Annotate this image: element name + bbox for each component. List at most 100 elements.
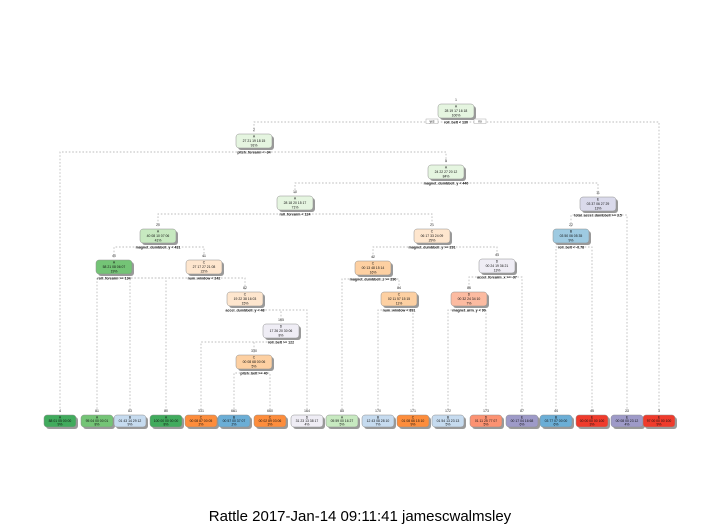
node-box: [139, 228, 177, 244]
node-class-label: A: [445, 166, 448, 170]
tree-branch-line: [469, 309, 487, 412]
node-class-label: B: [233, 416, 236, 420]
tree-branch-line: [233, 372, 254, 412]
node-class-label: C: [412, 416, 415, 420]
tree-leaf: 171 C01 08 66 15 109%: [396, 409, 431, 429]
node-class-label: A: [253, 135, 256, 139]
node-box: [437, 103, 475, 119]
tree-branch-line: [555, 246, 571, 412]
node-number: 171: [410, 409, 416, 413]
tree-branch-line: [598, 214, 628, 412]
node-class-probabilities: 00 08 68 00 06: [243, 360, 266, 364]
node-percent: 6%: [520, 423, 525, 427]
node-percent: 29%: [429, 239, 436, 243]
node-box: [539, 414, 573, 428]
node-percent: 19%: [111, 270, 118, 274]
tree-branch-line: [254, 372, 271, 412]
node-class-label: C: [200, 416, 203, 420]
node-percent: 7%: [467, 302, 472, 306]
tree-node: 330 C00 08 68 00 065% pitch_belt >= 40: [235, 349, 274, 376]
node-number: 4: [59, 409, 61, 413]
node-number: 173: [483, 409, 489, 413]
node-box: [276, 195, 314, 211]
node-class-probabilities: 00 24 19 36 21: [486, 264, 509, 268]
node-class-probabilities: 01 11 25 77 07: [475, 419, 497, 423]
node-box: [469, 414, 503, 428]
node-box: [95, 259, 133, 275]
node-number: 170: [375, 409, 381, 413]
tree-branch-line: [399, 309, 414, 412]
tree-branch-line: [129, 277, 204, 412]
node-class-label: B: [570, 230, 573, 234]
node-split-rule: pitch_forearm < -34: [237, 151, 270, 155]
tree-branch-line: [570, 214, 598, 227]
tree-branch-line: [113, 246, 158, 258]
tree-branch-line: [204, 277, 246, 290]
tree-connectors: [59, 121, 660, 412]
node-number: 84: [397, 286, 401, 290]
node-number: 45: [590, 409, 594, 413]
node-class-probabilities: 31 23 13 38 17: [296, 419, 319, 423]
node-box: [185, 259, 223, 275]
node-percent: 7%: [376, 423, 381, 427]
node-number: 22: [569, 223, 573, 227]
node-split-rule: accel_forearm_x >= -97: [477, 276, 517, 280]
node-number: 172: [445, 409, 451, 413]
node-class-probabilities: 00 08 87 00 05: [190, 419, 213, 423]
node-class-label: D: [496, 260, 499, 264]
node-number: 661: [231, 409, 237, 413]
tree-branch-line: [114, 277, 167, 412]
no-tag-box: [473, 118, 487, 124]
node-class-label: B: [555, 416, 558, 420]
node-percent: 13%: [494, 269, 501, 273]
node-class-label: A: [113, 261, 116, 265]
node-percent: 8%: [164, 423, 169, 427]
node-box: [427, 164, 465, 180]
node-class-probabilities: 40 08 10 07 06: [147, 234, 170, 238]
node-number: 10: [293, 190, 297, 194]
node-class-label: D: [280, 325, 283, 329]
node-class-probabilities: 01 54 13 23 13: [437, 419, 460, 423]
tree-leaf: 170 B12 43 08 28 107%: [361, 409, 396, 429]
node-number: 40: [112, 254, 116, 258]
node-class-probabilities: 88 01 05 00 00: [49, 419, 72, 423]
node-box: [262, 323, 300, 339]
node-percent: 11%: [396, 302, 403, 306]
node-percent: 41%: [155, 239, 162, 243]
tree-branch-line: [341, 278, 373, 412]
node-box: [235, 133, 273, 149]
node-class-probabilities: 28 18 20 15 17: [284, 201, 307, 205]
tree-branch-line: [59, 151, 254, 412]
node-box: [478, 258, 516, 274]
node-class-label: A: [96, 416, 99, 420]
node-number: 82: [243, 286, 247, 290]
node-class-probabilities: 06 17 33 24 09: [421, 234, 444, 238]
node-split-rule: num_window < 891: [383, 309, 416, 313]
node-percent: 15%: [242, 302, 249, 306]
tree-node: 22 B03 50 06 05 359% roll_belt < -0.78: [552, 223, 591, 250]
node-class-label: E: [658, 416, 661, 420]
node-class-label: A: [341, 416, 344, 420]
node-box: [80, 414, 114, 428]
node-class-probabilities: 95 04 00 00 01: [86, 419, 109, 423]
node-class-probabilities: 00 08 00 23 12: [616, 419, 639, 423]
node-percent: 91%: [251, 144, 258, 148]
node-box: [43, 414, 77, 428]
tree-branch-line: [571, 246, 593, 412]
node-number: 2: [253, 128, 255, 132]
node-box: [450, 291, 488, 307]
tree-leaf: 44 B03 77 07 00 006%: [539, 409, 574, 429]
node-split-rule: roll_belt < -0.78: [558, 246, 584, 250]
tree-branch-line: [200, 341, 281, 412]
node-class-probabilities: 24 22 27 20 12: [435, 170, 458, 174]
node-box: [235, 354, 273, 370]
node-percent: 2%: [232, 423, 237, 427]
